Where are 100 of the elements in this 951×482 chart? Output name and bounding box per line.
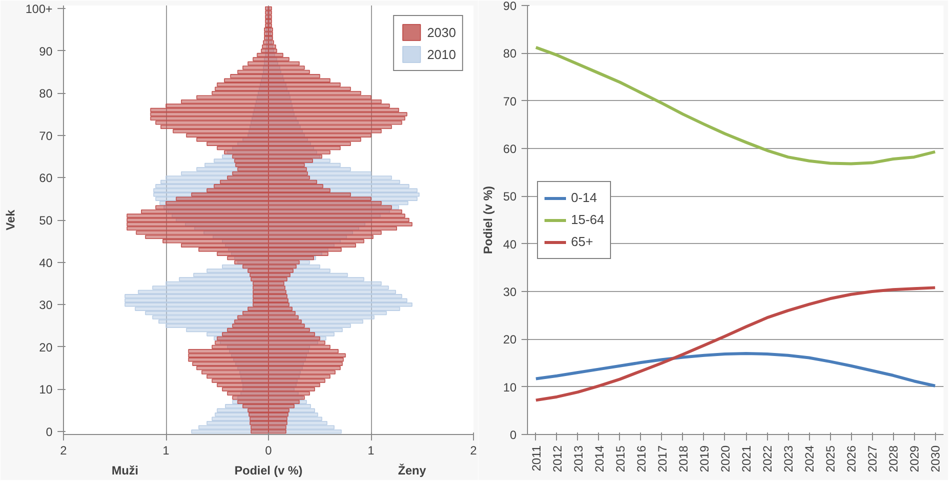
bar: [248, 61, 269, 66]
bar: [250, 429, 269, 434]
x-tick-label: 2022: [760, 445, 775, 472]
bar: [268, 370, 336, 374]
bar: [206, 142, 269, 146]
bar: [268, 358, 344, 362]
bar: [150, 108, 269, 112]
y-tick-label: 60: [39, 171, 53, 186]
bar: [268, 196, 372, 201]
y-tick-label: 50: [503, 190, 517, 204]
y-tick-label: 20: [39, 340, 53, 354]
bar: [268, 374, 330, 379]
bar: [268, 416, 288, 421]
bar: [268, 230, 382, 235]
bar: [206, 188, 269, 192]
bar: [268, 90, 362, 96]
x-tick-label: 1: [368, 444, 375, 458]
bar: [250, 277, 269, 282]
x-tick-label: 2015: [613, 445, 628, 472]
x-tick-label: 2014: [592, 445, 606, 472]
y-tick-label: 80: [39, 86, 53, 101]
y-tick-label: 20: [503, 332, 517, 347]
y-tick-label: 60: [503, 142, 517, 156]
bar: [252, 290, 269, 294]
x-tick-label: 2027: [866, 445, 880, 472]
bar: [248, 412, 269, 417]
x-tick-label: 2016: [634, 445, 648, 472]
bar: [268, 82, 341, 87]
bar: [232, 154, 269, 159]
y-tick-label: 90: [39, 44, 53, 58]
bar: [268, 286, 286, 290]
bar: [176, 196, 269, 201]
x-tick-label: 0: [265, 444, 272, 458]
bar: [268, 57, 290, 62]
bar: [268, 344, 330, 350]
bar: [268, 362, 343, 366]
text: Ženy: [398, 464, 426, 478]
bar: [268, 99, 382, 104]
text: Muži: [112, 464, 138, 478]
bar: [268, 104, 390, 108]
bar: [268, 200, 382, 206]
x-axis-title: Podiel (v %): [234, 464, 303, 478]
bar: [268, 234, 374, 240]
bar: [227, 176, 269, 180]
line-series: [534, 286, 937, 402]
bar: [235, 162, 269, 168]
y-axis-title: Vek: [3, 209, 18, 230]
bar: [180, 243, 269, 248]
bar: [268, 290, 286, 294]
bar: [180, 99, 269, 104]
bar: [250, 416, 269, 421]
bar: [237, 70, 269, 74]
bar: [268, 260, 300, 264]
bar: [268, 214, 406, 218]
bar: [268, 133, 372, 138]
bar: [232, 171, 269, 176]
bar: [268, 298, 288, 302]
bar: [268, 116, 406, 121]
y-tick-label: 40: [39, 256, 53, 270]
bar: [268, 268, 294, 273]
bar: [252, 298, 269, 302]
bar: [145, 234, 269, 240]
bar: [196, 95, 269, 100]
bar: [250, 425, 269, 430]
y-tick-label: 0: [46, 425, 53, 440]
bar: [214, 86, 269, 91]
bar: [252, 294, 269, 298]
bar: [268, 167, 307, 172]
bar: [206, 374, 269, 379]
bar: [268, 86, 351, 91]
bar: [268, 74, 320, 78]
bar: [268, 324, 305, 328]
bar: [268, 176, 310, 180]
bar: [268, 226, 398, 231]
bar: [216, 252, 269, 256]
bar: [250, 272, 269, 278]
bar: [268, 306, 292, 311]
bar: [268, 192, 351, 197]
bar: [268, 328, 310, 332]
bar: [126, 222, 269, 226]
bar: [268, 429, 286, 434]
bar: [268, 142, 351, 146]
x-tick-label: 2029: [908, 445, 922, 472]
bar: [191, 192, 269, 197]
bar: [252, 286, 269, 290]
bar: [268, 108, 400, 112]
bar: [268, 124, 392, 130]
bar: [234, 158, 269, 163]
bar: [222, 387, 269, 392]
legend-label: 2030: [427, 24, 456, 40]
y-tick-label: 10: [39, 382, 53, 397]
x-tick-label: 1: [162, 444, 170, 458]
y-tick-label: 50: [39, 214, 53, 228]
bar: [268, 171, 308, 176]
bar: [268, 52, 284, 58]
bar: [268, 70, 310, 74]
x-tick-label: 2018: [676, 445, 690, 472]
legend-label: 15-64: [571, 212, 604, 227]
bar: [216, 382, 269, 388]
bar: [268, 264, 297, 269]
